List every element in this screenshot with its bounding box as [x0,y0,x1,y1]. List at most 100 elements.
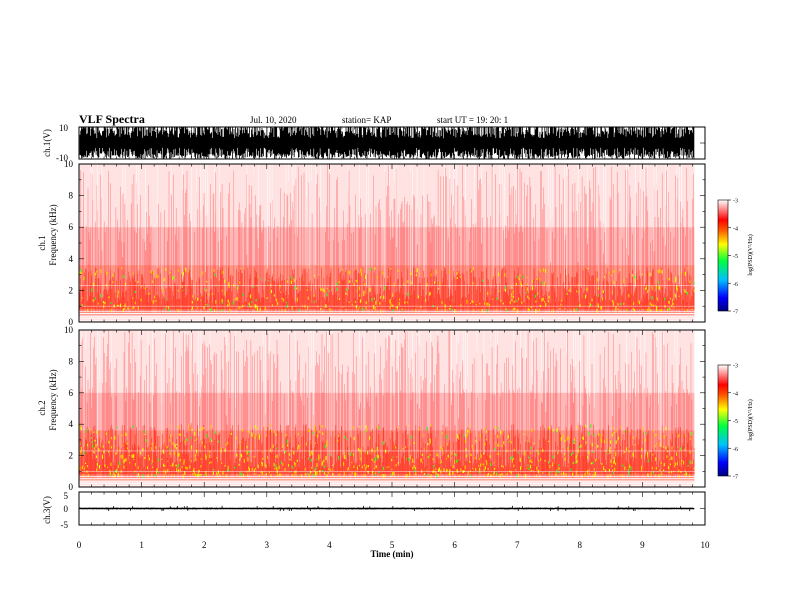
spectrogram-speckle [260,278,262,280]
spectrogram-speckle [246,470,248,473]
spectrogram-speckle [225,473,227,478]
spectrogram-speckle [114,474,116,478]
spectrogram-speckle [117,472,119,477]
spectrogram-speckle [567,447,569,450]
spectrogram-speckle [347,469,349,471]
ch1-waveform-trace [79,127,695,159]
spectrogram-speckle [307,305,309,310]
spectrogram-speckle [182,271,184,276]
spectrogram-speckle [356,466,358,471]
spectrogram-speckle [561,299,563,302]
spectrogram-speckle [486,461,488,466]
spectrogram-speckle [177,453,179,457]
spectrogram-speckle [144,456,146,459]
colorbar-tick-label: -5 [733,419,738,425]
spectrogram-speckle [469,303,471,304]
spectrogram-speckle [87,474,89,477]
spectrogram-speckle [674,465,676,468]
spectrogram-speckle [523,429,525,431]
spectrogram-speckle [369,436,371,440]
frequency-tick-label: 6 [69,388,74,398]
spectrogram-speckle [511,455,513,459]
spectrogram-speckle [690,432,692,435]
spectrogram-speckle [332,464,334,466]
spectrogram-speckle [86,465,88,468]
spectrogram-speckle [409,471,411,473]
spectrogram-speckle [558,464,560,466]
spectrogram-speckle [527,464,529,467]
spectrogram-speckle [321,461,323,465]
spectrogram-speckle [414,468,416,473]
spectrogram-speckle [642,309,644,311]
spectrogram-speckle [525,292,527,294]
spectrogram-speckle [250,305,252,309]
spectrogram-speckle [560,303,562,306]
spectrogram-speckle [484,442,486,446]
spectrogram-speckle [287,444,289,447]
spectrogram-speckle [483,452,485,455]
spectrogram-speckle [273,462,275,467]
spectrogram-speckle [192,473,194,476]
spectrogram-speckle [173,474,175,476]
spectrogram-speckle [119,303,121,308]
spectrogram-speckle [316,471,318,476]
spectrogram-speckle [98,448,100,452]
spectrogram-speckle [375,472,377,475]
spectrogram-speckle [182,474,184,479]
spectrogram-speckle [407,280,409,283]
spectrogram-speckle [248,468,250,472]
spectrogram-speckle [478,309,480,311]
spectrogram-speckle [409,472,411,477]
spectrogram-speckle [671,299,673,302]
spectrogram-speckle [427,442,429,446]
spectrogram-speckle [500,430,502,434]
spectrogram-speckle [213,468,215,471]
spectrogram-speckle [295,474,297,476]
spectrogram-speckle [511,285,513,289]
spectrogram-speckle [683,449,685,451]
spectrogram-speckle [110,436,112,440]
spectrogram-streaks [80,164,694,313]
spectrogram-speckle [221,290,223,292]
spectrogram-speckle [677,435,679,438]
spectrogram-speckle [360,268,362,272]
ch1-waveform-path [79,127,695,159]
spectrogram-speckle [555,474,557,477]
spectrogram-speckle [79,466,81,470]
spectrogram-speckle [558,471,560,474]
spectrogram-speckle [228,282,230,286]
spectrogram-speckle [601,463,603,465]
spectrogram-speckle [433,465,435,468]
spectrogram-speckle [372,470,374,475]
spectrogram-speckle [329,468,331,471]
spectrogram-speckle [133,454,135,458]
spectrogram-speckle [563,472,565,476]
spectrogram-speckle [394,283,396,287]
spectrogram-speckle [251,434,253,437]
spectrogram-speckle [209,450,211,454]
spectrogram-speckle [152,466,154,468]
spectrogram-speckle [518,473,520,477]
spectrogram-speckle [396,456,398,458]
spectrogram-speckle [355,301,357,303]
spectrogram-speckle [634,444,636,446]
spectrogram-speckle [622,464,624,467]
spectrogram-speckle [201,272,203,276]
spectrogram-speckle [304,473,306,478]
spectrogram-speckle [214,309,216,312]
spectrogram-speckle [131,307,133,309]
spectrogram-speckle [496,474,498,476]
spectrogram-speckle [597,444,599,448]
spectrogram-speckle [429,454,431,456]
spectrogram-speckle [242,293,244,297]
ch2-colorbar-ticks: -3 -4 -5 -6 -7 [728,364,738,481]
spectrogram-speckle [686,472,688,475]
figure-title: VLF Spectra [79,112,145,126]
spectrogram-speckle [102,301,104,304]
spectrogram-speckle [176,443,178,446]
spectrogram-speckle [658,474,660,478]
spectrogram-speckle [197,297,199,301]
spectrogram-speckle [656,297,658,301]
spectrogram-speckle [219,474,221,476]
spectrogram-speckle [241,428,243,432]
